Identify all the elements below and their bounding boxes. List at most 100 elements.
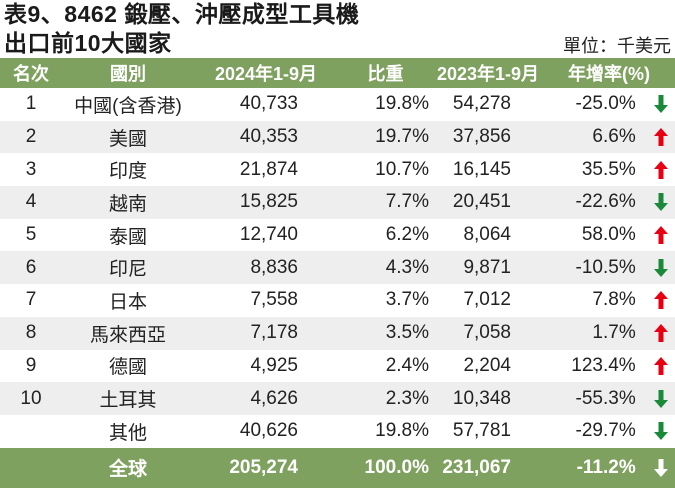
table-row: 1 中國(含香港) 40,733 19.8% 54,278 -25.0% <box>0 88 675 121</box>
row-growth-cell: 123.4% <box>543 350 675 383</box>
row-growth-cell: -29.7% <box>543 415 675 448</box>
row-rank: 8 <box>25 322 37 344</box>
row-rank: 2 <box>25 126 37 148</box>
row-rank: 7 <box>25 289 37 311</box>
header-row: 名次 國別 2024年1-9月 比重 2023年1-9月 年增率(%) <box>0 58 675 88</box>
row-growth-cell: 7.8% <box>543 284 675 317</box>
total-2023: 231,067 <box>442 456 511 478</box>
row-growth: -10.5% <box>575 256 636 278</box>
row-2024-value: 40,733 <box>239 93 298 115</box>
row-growth-cell: -25.0% <box>543 88 675 121</box>
arrow-down-icon <box>651 389 671 409</box>
row-country: 美國 <box>108 128 147 150</box>
table-row: 2 美國 40,353 19.7% 37,856 6.6% <box>0 120 675 154</box>
row-country: 印度 <box>108 161 147 183</box>
row-share: 6.2% <box>385 224 429 246</box>
total-label: 全球 <box>108 459 147 481</box>
table-row: 10 土耳其 4,626 2.3% 10,348 -55.3% <box>0 382 675 415</box>
row-rank: 6 <box>25 256 37 278</box>
row-2023-value: 20,451 <box>452 191 511 213</box>
row-rank: 3 <box>25 158 37 180</box>
row-2023-value: 7,012 <box>463 289 511 311</box>
table-row: 5 泰國 12,740 6.2% 8,064 58.0% <box>0 218 675 252</box>
total-growth-cell: -11.2% <box>543 448 675 488</box>
row-2023-value: 9,871 <box>463 256 511 278</box>
table-row: 3 印度 21,874 10.7% 16,145 35.5% <box>0 153 675 187</box>
row-rank <box>0 415 62 448</box>
row-2023-value: 37,856 <box>452 126 511 148</box>
arrow-down-icon <box>651 421 671 441</box>
row-growth-cell: 58.0% <box>543 219 675 252</box>
row-country: 德國 <box>108 357 147 379</box>
header-country: 國別 <box>110 64 146 84</box>
arrow-down-icon <box>651 192 671 212</box>
row-growth: 123.4% <box>571 354 636 376</box>
row-2024-value: 7,178 <box>250 322 298 344</box>
row-growth: 58.0% <box>581 224 636 246</box>
row-2023-value: 8,064 <box>463 224 511 246</box>
row-share: 4.3% <box>385 256 429 278</box>
row-rank: 9 <box>25 354 37 376</box>
table-title: 表9、8462 鍛壓、沖壓成型工具機 出口前10大國家 <box>4 0 359 58</box>
row-country: 泰國 <box>108 226 147 248</box>
row-2024-value: 40,626 <box>239 420 298 442</box>
row-2024-value: 40,353 <box>239 126 298 148</box>
row-2023-value: 54,278 <box>452 93 511 115</box>
row-country: 日本 <box>108 291 147 313</box>
arrow-up-icon <box>651 356 671 376</box>
row-country: 土耳其 <box>99 390 157 412</box>
row-2024-value: 4,626 <box>250 387 298 409</box>
row-country: 越南 <box>108 193 147 215</box>
row-rank: 1 <box>25 93 37 115</box>
row-rank: 10 <box>20 387 42 409</box>
row-2023-value: 57,781 <box>452 420 511 442</box>
row-2024-value: 4,925 <box>250 354 298 376</box>
table-row: 其他 40,626 19.8% 57,781 -29.7% <box>0 414 675 448</box>
row-2024-value: 12,740 <box>239 224 298 246</box>
total-share: 100.0% <box>364 456 429 478</box>
row-2023-value: 10,348 <box>452 387 511 409</box>
row-share: 7.7% <box>385 191 429 213</box>
unit-label: 單位：千美元 <box>563 36 671 56</box>
row-2024-value: 8,836 <box>250 256 298 278</box>
row-share: 10.7% <box>375 158 429 180</box>
row-2023-value: 2,204 <box>463 354 511 376</box>
row-share: 19.7% <box>375 126 429 148</box>
table-row: 6 印尼 8,836 4.3% 9,871 -10.5% <box>0 251 675 285</box>
row-growth: 7.8% <box>592 289 636 311</box>
total-growth: -11.2% <box>576 456 636 478</box>
row-2024-value: 7,558 <box>250 289 298 311</box>
row-country: 印尼 <box>108 259 147 281</box>
row-share: 2.3% <box>385 387 429 409</box>
row-growth: -29.7% <box>575 420 636 442</box>
row-share: 19.8% <box>375 93 429 115</box>
table-row: 9 德國 4,925 2.4% 2,204 123.4% <box>0 349 675 383</box>
arrow-up-icon <box>651 160 671 180</box>
row-growth: 1.7% <box>592 322 636 344</box>
arrow-up-icon <box>651 290 671 310</box>
row-rank: 4 <box>25 191 37 213</box>
row-2023-value: 7,058 <box>463 322 511 344</box>
export-table: 名次 國別 2024年1-9月 比重 2023年1-9月 年增率(%) 1 中國… <box>0 58 675 488</box>
row-country: 馬來西亞 <box>89 324 166 346</box>
arrow-down-icon <box>651 258 671 278</box>
row-rank: 5 <box>25 224 37 246</box>
row-country: 其他 <box>108 422 147 444</box>
arrow-up-icon <box>651 127 671 147</box>
table-row: 8 馬來西亞 7,178 3.5% 7,058 1.7% <box>0 316 675 350</box>
row-growth: 6.6% <box>592 126 636 148</box>
row-share: 19.8% <box>375 420 429 442</box>
row-share: 3.7% <box>385 289 429 311</box>
total-2024: 205,274 <box>229 456 298 478</box>
row-country: 中國(含香港) <box>74 95 182 117</box>
row-share: 2.4% <box>385 354 429 376</box>
title-line-1: 表9、8462 鍛壓、沖壓成型工具機 <box>4 1 360 27</box>
header-rank: 名次 <box>13 64 49 84</box>
table-row: 7 日本 7,558 3.7% 7,012 7.8% <box>0 284 675 317</box>
header-2023: 2023年1-9月 <box>436 64 540 84</box>
header-growth: 年增率(%) <box>568 64 650 84</box>
row-share: 3.5% <box>385 322 429 344</box>
row-growth-cell: 6.6% <box>543 121 675 154</box>
total-rank <box>0 448 62 488</box>
row-growth-cell: -55.3% <box>543 382 675 415</box>
